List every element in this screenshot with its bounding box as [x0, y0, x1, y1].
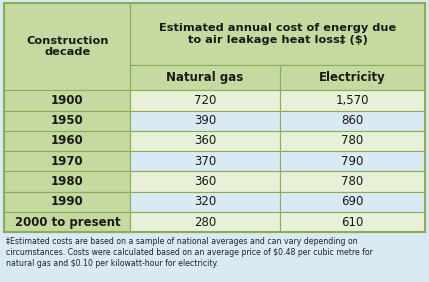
Text: 720: 720	[194, 94, 216, 107]
Text: 1,570: 1,570	[335, 94, 369, 107]
Text: Construction
decade: Construction decade	[26, 36, 109, 57]
Text: 280: 280	[194, 216, 216, 229]
Text: 610: 610	[341, 216, 363, 229]
Text: 860: 860	[341, 114, 363, 127]
Text: Electricity: Electricity	[319, 71, 386, 84]
Text: 780: 780	[341, 135, 363, 147]
Text: 1990: 1990	[51, 195, 84, 208]
Text: 1960: 1960	[51, 135, 84, 147]
Text: 370: 370	[194, 155, 216, 168]
Text: Estimated annual cost of energy due
to air leakage heat loss‡ ($): Estimated annual cost of energy due to a…	[159, 23, 396, 45]
Text: 1970: 1970	[51, 155, 84, 168]
Text: 1950: 1950	[51, 114, 84, 127]
Text: ‡Estimated costs are based on a sample of national averages and can vary dependi: ‡Estimated costs are based on a sample o…	[6, 237, 373, 268]
Text: 390: 390	[194, 114, 216, 127]
Text: Natural gas: Natural gas	[166, 71, 244, 84]
Text: 320: 320	[194, 195, 216, 208]
Text: 360: 360	[194, 135, 216, 147]
Text: 1980: 1980	[51, 175, 84, 188]
Text: 360: 360	[194, 175, 216, 188]
Text: 1900: 1900	[51, 94, 84, 107]
Text: 690: 690	[341, 195, 363, 208]
Text: 780: 780	[341, 175, 363, 188]
Text: 2000 to present: 2000 to present	[15, 216, 120, 229]
Text: 790: 790	[341, 155, 363, 168]
